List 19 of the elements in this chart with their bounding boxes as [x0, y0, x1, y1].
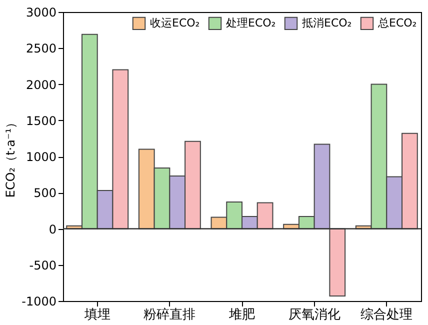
legend-label: 抵消ECO₂ — [301, 16, 352, 30]
x-tick-label: 综合处理 — [360, 308, 413, 322]
y-tick-label: 3000 — [26, 6, 56, 20]
x-tick-label: 厌氧消化 — [288, 308, 340, 322]
y-tick-label: 1000 — [26, 150, 56, 164]
y-tick-label: 2500 — [26, 42, 56, 56]
y-tick-label: 2000 — [26, 78, 56, 92]
legend-label: 收运ECO₂ — [150, 16, 200, 30]
y-tick-label: 0 — [48, 222, 56, 236]
x-tick-label: 堆肥 — [228, 308, 255, 322]
y-tick-label: 1500 — [26, 114, 56, 128]
y-tick-label: -1000 — [22, 294, 56, 308]
y-axis-title: ECO₂（t·a⁻¹） — [4, 116, 18, 198]
x-tick-label: 粉碎直排 — [144, 308, 196, 322]
x-tick-label: 填埋 — [83, 308, 110, 322]
legend-label: 处理ECO₂ — [226, 16, 276, 30]
y-tick-label: 500 — [34, 186, 56, 200]
y-tick-label: -500 — [29, 258, 56, 272]
legend-label: 总ECO₂ — [377, 16, 417, 30]
